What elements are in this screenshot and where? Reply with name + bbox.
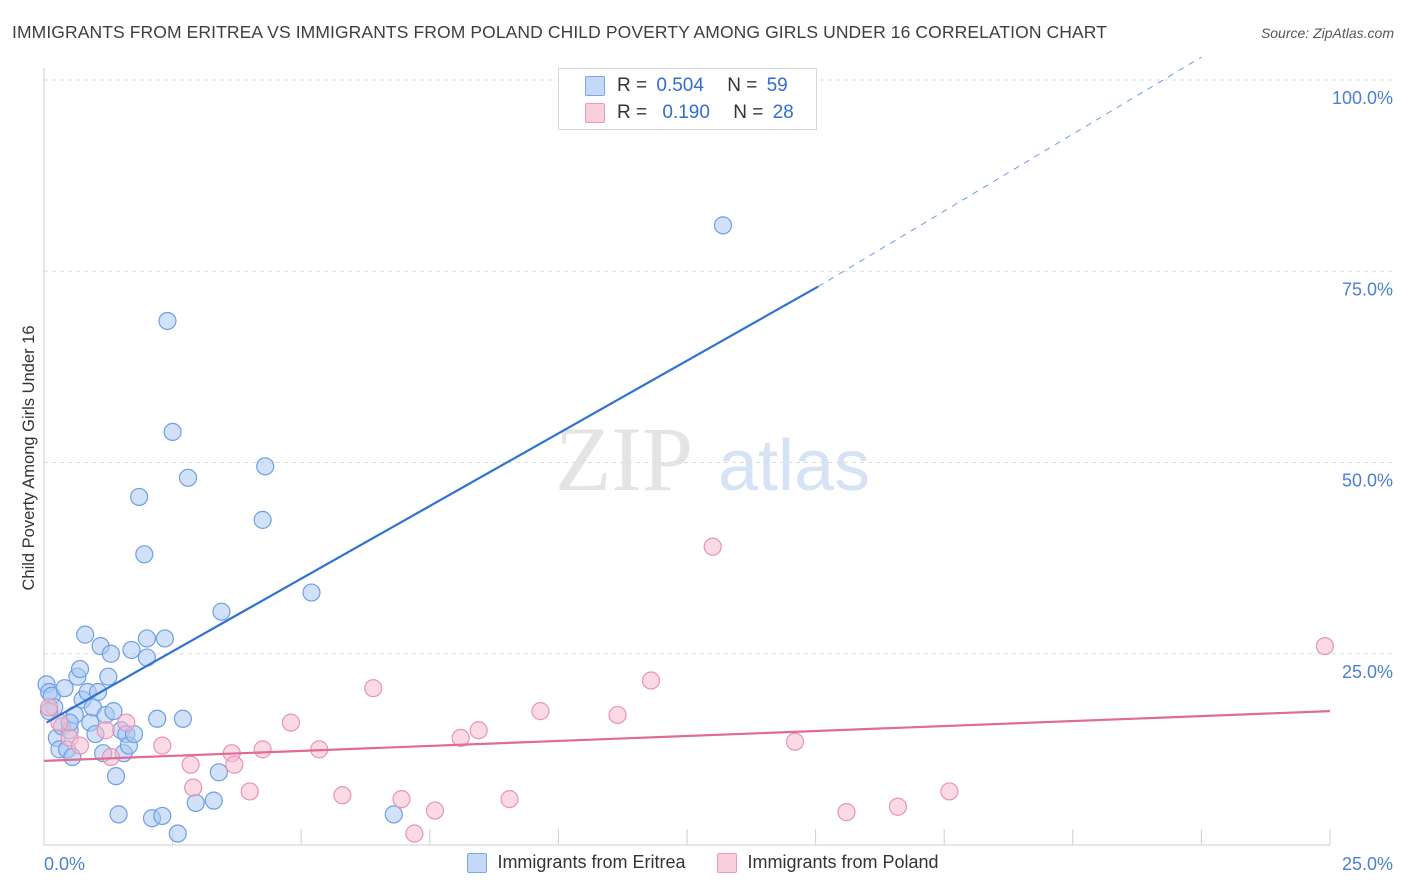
n-label: N =	[727, 75, 758, 96]
r-value-poland: 0.190	[662, 102, 710, 123]
eritrea-point	[209, 763, 228, 782]
y-axis-label: Child Poverty Among Girls Under 16	[20, 325, 38, 590]
n-value-eritrea: 59	[766, 75, 788, 96]
poland-point	[888, 797, 908, 816]
eritrea-point	[212, 602, 231, 621]
eritrea-point	[155, 629, 174, 648]
poland-point	[641, 671, 661, 690]
poland-point	[469, 721, 488, 740]
poland-point	[785, 732, 805, 751]
y-tick-label: 100.0%	[1332, 88, 1393, 108]
x-tick-label: 25.0%	[1342, 854, 1393, 874]
eritrea-trendline	[46, 285, 819, 724]
eritrea-point	[109, 805, 128, 824]
eritrea-legend-swatch	[467, 852, 488, 873]
eritrea-point	[168, 824, 187, 843]
poland-point	[225, 755, 244, 774]
poland-point	[70, 736, 90, 755]
poland-swatch	[585, 103, 605, 123]
eritrea-point	[713, 216, 733, 235]
poland-point	[40, 698, 59, 717]
eritrea-trendline-extension	[817, 56, 1202, 287]
poland-point	[364, 679, 383, 698]
poland-trendline	[43, 710, 1331, 762]
poland-point	[50, 713, 69, 732]
eritrea-point	[173, 709, 192, 728]
n-value-poland: 28	[772, 102, 794, 123]
watermark-atlas: atlas	[718, 426, 870, 506]
chart-title: IMMIGRANTS FROM ERITREA VS IMMIGRANTS FR…	[12, 22, 1108, 42]
poland-point	[117, 713, 136, 732]
eritrea-point	[186, 793, 205, 813]
poland-point	[940, 782, 959, 801]
eritrea-point	[76, 625, 95, 644]
eritrea-point	[153, 806, 172, 826]
r-label: R =	[617, 102, 648, 123]
poland-point	[451, 728, 470, 748]
r-label: R =	[617, 75, 648, 96]
source-label: Source: ZipAtlas.com	[1260, 25, 1394, 41]
poland-point	[153, 736, 172, 755]
poland-point	[392, 789, 411, 809]
series-legend: Immigrants from Eritrea Immigrants from …	[0, 852, 1406, 873]
poland-point	[181, 755, 200, 774]
eritrea-point	[101, 644, 120, 663]
poland-point	[253, 740, 272, 759]
y-tick-label: 75.0%	[1342, 279, 1393, 299]
watermark-zip: ZIP	[555, 408, 693, 510]
eritrea-point	[158, 311, 177, 331]
eritrea-point	[384, 805, 403, 824]
correlation-legend: R = 0.504 N = 59 R = 0.190 N = 28	[558, 68, 817, 130]
legend-label-poland: Immigrants from Poland	[747, 852, 939, 872]
poland-point	[703, 537, 722, 556]
legend-item-poland[interactable]: Immigrants from Poland	[717, 852, 939, 873]
eritrea-point	[70, 659, 90, 679]
eritrea-point	[178, 468, 198, 487]
eritrea-point	[55, 679, 74, 698]
poland-point	[240, 782, 259, 801]
poland-point	[608, 705, 627, 725]
n-label: N =	[733, 102, 764, 123]
poland-point	[531, 702, 550, 721]
poland-point	[184, 778, 203, 797]
eritrea-point	[137, 629, 156, 648]
poland-point	[333, 786, 352, 805]
poland-legend-swatch	[717, 852, 738, 873]
eritrea-point	[163, 422, 182, 441]
eritrea-point	[204, 791, 223, 810]
poland-point	[837, 803, 856, 822]
eritrea-point	[122, 640, 141, 660]
eritrea-point	[253, 510, 272, 529]
poland-point	[500, 789, 519, 809]
y-tick-label: 25.0%	[1342, 662, 1393, 682]
eritrea-point	[135, 545, 154, 564]
poland-point	[425, 801, 445, 820]
eritrea-point	[302, 583, 321, 602]
r-value-eritrea: 0.504	[656, 75, 704, 96]
x-tick-label: 0.0%	[44, 854, 85, 874]
poland-point	[96, 721, 115, 740]
poland-point	[405, 824, 424, 843]
eritrea-point	[256, 457, 275, 476]
eritrea-point	[148, 709, 167, 728]
eritrea-point	[99, 667, 118, 686]
poland-point	[281, 713, 301, 732]
legend-item-eritrea[interactable]: Immigrants from Eritrea	[467, 852, 685, 873]
eritrea-swatch	[585, 76, 605, 96]
eritrea-point	[106, 767, 126, 786]
poland-point	[1315, 636, 1334, 656]
y-tick-label: 50.0%	[1342, 471, 1393, 491]
legend-label-eritrea: Immigrants from Eritrea	[497, 852, 686, 872]
eritrea-point	[104, 702, 123, 721]
eritrea-point	[130, 487, 149, 507]
